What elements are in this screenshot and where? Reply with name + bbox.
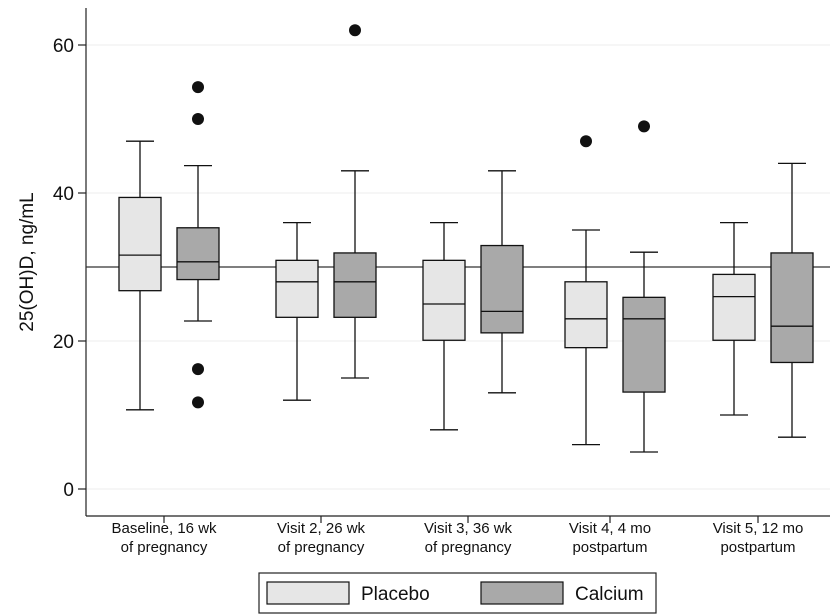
outlier-point (192, 113, 204, 125)
outlier-point (192, 396, 204, 409)
box-calcium (480, 170, 524, 394)
y-tick-label: 20 (53, 332, 74, 353)
x-tick-label: postpartum (720, 539, 795, 556)
y-tick-label: 40 (53, 184, 74, 205)
x-tick-label: Visit 4, 4 mo (569, 520, 651, 537)
outlier-point (349, 24, 361, 37)
box-iqr (176, 227, 220, 281)
x-tick-label: Visit 2, 26 wk (277, 520, 366, 537)
outlier-point (192, 363, 204, 376)
labels: 0 20 40 60 25(OH)D, ng/mL Baseline, 16 wk of p… (17, 36, 803, 556)
box-iqr (118, 196, 162, 292)
box-placebo (118, 140, 162, 411)
box-iqr (564, 281, 608, 349)
box-placebo (275, 221, 319, 401)
box-calcium (770, 162, 814, 438)
x-tick-label: postpartum (572, 539, 647, 556)
box-iqr (275, 259, 319, 318)
outlier-point (638, 120, 650, 133)
outlier-point (580, 135, 592, 148)
y-tick-label: 0 (63, 480, 74, 501)
box-iqr (622, 296, 666, 393)
box-placebo (564, 135, 608, 446)
gridlines (86, 44, 830, 490)
legend: Placebo Calcium (258, 572, 657, 614)
legend-swatch-calcium (480, 581, 564, 605)
x-tick-label: Visit 3, 36 wk (424, 520, 513, 537)
x-tick-label: Visit 5, 12 mo (713, 520, 804, 537)
box-placebo (712, 221, 756, 416)
box-calcium (333, 24, 377, 379)
box-iqr (770, 252, 814, 364)
boxes (118, 24, 814, 453)
box-iqr (422, 259, 466, 341)
x-tick-label: of pregnancy (425, 539, 512, 556)
y-tick-label: 60 (53, 36, 74, 57)
box-iqr (480, 244, 524, 334)
y-axis-title: 25(OH)D, ng/mL (17, 192, 38, 331)
box-calcium (622, 120, 666, 453)
x-tick-label: Baseline, 16 wk (111, 520, 217, 537)
legend-swatch-placebo (266, 581, 350, 605)
outlier-point (192, 81, 204, 94)
legend-label-placebo: Placebo (361, 584, 430, 605)
x-tick-label: of pregnancy (121, 539, 208, 556)
legend-label-calcium: Calcium (575, 584, 644, 605)
box-calcium (176, 81, 220, 409)
x-tick-label: of pregnancy (278, 539, 365, 556)
box-iqr (333, 252, 377, 318)
box-placebo (422, 221, 466, 431)
box-iqr (712, 273, 756, 341)
